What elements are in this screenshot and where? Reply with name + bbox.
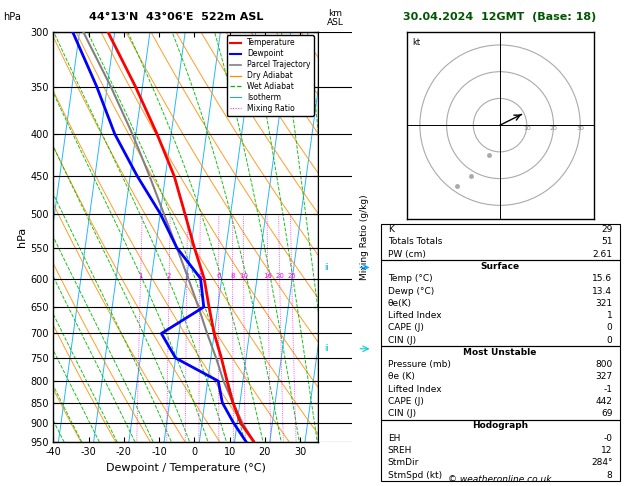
Text: -0: -0	[603, 434, 613, 443]
Text: 1: 1	[138, 273, 143, 278]
Text: 30.04.2024  12GMT  (Base: 18): 30.04.2024 12GMT (Base: 18)	[403, 12, 597, 22]
Text: EH: EH	[387, 434, 400, 443]
Text: 2: 2	[167, 273, 171, 278]
Text: 25: 25	[287, 273, 296, 278]
Y-axis label: hPa: hPa	[17, 227, 27, 247]
X-axis label: Dewpoint / Temperature (°C): Dewpoint / Temperature (°C)	[106, 463, 265, 473]
Text: θe(K): θe(K)	[387, 299, 412, 308]
Text: 20: 20	[276, 273, 284, 278]
Text: Temp (°C): Temp (°C)	[387, 274, 432, 283]
Text: kt: kt	[412, 38, 420, 47]
Text: Totals Totals: Totals Totals	[387, 238, 442, 246]
Text: 10: 10	[523, 126, 531, 132]
Text: hPa: hPa	[3, 12, 21, 22]
Text: 20: 20	[550, 126, 557, 132]
Text: 29: 29	[601, 225, 613, 234]
Text: km
ASL: km ASL	[326, 10, 343, 28]
Text: θe (K): θe (K)	[387, 372, 415, 382]
Text: -1: -1	[603, 384, 613, 394]
Text: StmSpd (kt): StmSpd (kt)	[387, 470, 442, 480]
Text: Most Unstable: Most Unstable	[464, 348, 537, 357]
Text: Mixing Ratio (g/kg): Mixing Ratio (g/kg)	[360, 194, 369, 280]
Text: Lifted Index: Lifted Index	[387, 384, 442, 394]
Text: 2.61: 2.61	[593, 250, 613, 259]
Text: CIN (J): CIN (J)	[387, 409, 416, 418]
Text: 30: 30	[576, 126, 584, 132]
Text: 327: 327	[595, 372, 613, 382]
Bar	[381, 224, 620, 260]
Text: K: K	[387, 225, 394, 234]
Text: 10: 10	[239, 273, 248, 278]
Text: 8: 8	[606, 470, 613, 480]
Text: Surface: Surface	[481, 262, 520, 271]
Text: 16: 16	[264, 273, 272, 278]
Text: Lifted Index: Lifted Index	[387, 311, 442, 320]
Text: Hodograph: Hodograph	[472, 421, 528, 431]
Text: 0: 0	[606, 336, 613, 345]
Text: CIN (J): CIN (J)	[387, 336, 416, 345]
Text: CAPE (J): CAPE (J)	[387, 323, 423, 332]
Text: Dewp (°C): Dewp (°C)	[387, 287, 434, 295]
Text: SREH: SREH	[387, 446, 412, 455]
Text: 69: 69	[601, 409, 613, 418]
Text: ii: ii	[324, 344, 329, 353]
Text: 13.4: 13.4	[593, 287, 613, 295]
Text: 1: 1	[606, 311, 613, 320]
Text: 12: 12	[601, 446, 613, 455]
Text: ii: ii	[324, 263, 329, 272]
Text: 44°13'N  43°06'E  522m ASL: 44°13'N 43°06'E 522m ASL	[89, 12, 264, 22]
Text: 4: 4	[198, 273, 202, 278]
Text: StmDir: StmDir	[387, 458, 419, 467]
Text: © weatheronline.co.uk: © weatheronline.co.uk	[448, 474, 552, 484]
Bar	[381, 420, 620, 481]
Text: LCL: LCL	[318, 434, 332, 443]
Bar	[381, 346, 620, 420]
Text: 8: 8	[230, 273, 235, 278]
Text: 6: 6	[216, 273, 221, 278]
Text: 800: 800	[595, 360, 613, 369]
Text: 51: 51	[601, 238, 613, 246]
Text: 284°: 284°	[591, 458, 613, 467]
Text: 3: 3	[184, 273, 189, 278]
Text: 15.6: 15.6	[593, 274, 613, 283]
Legend: Temperature, Dewpoint, Parcel Trajectory, Dry Adiabat, Wet Adiabat, Isotherm, Mi: Temperature, Dewpoint, Parcel Trajectory…	[226, 35, 314, 116]
Text: 442: 442	[596, 397, 613, 406]
Bar	[381, 260, 620, 346]
Text: 0: 0	[606, 323, 613, 332]
Text: 321: 321	[595, 299, 613, 308]
Text: CAPE (J): CAPE (J)	[387, 397, 423, 406]
Text: PW (cm): PW (cm)	[387, 250, 426, 259]
Text: Pressure (mb): Pressure (mb)	[387, 360, 450, 369]
